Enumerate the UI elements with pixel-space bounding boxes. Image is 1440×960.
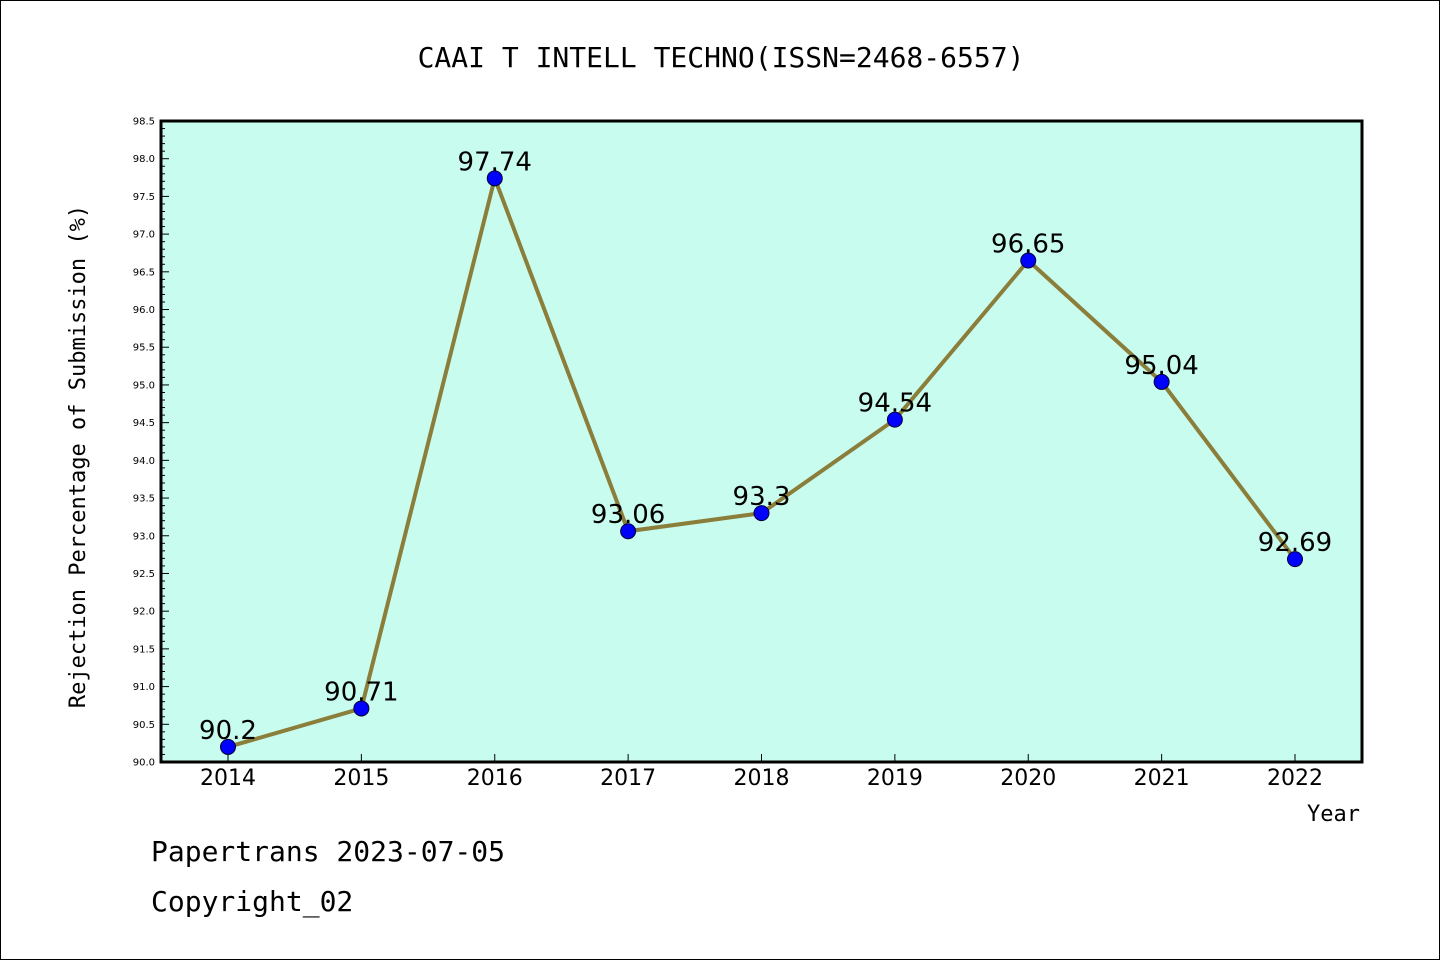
y-tick-label: 97.5 xyxy=(133,192,155,203)
y-tick-label: 94.5 xyxy=(133,418,155,429)
x-axis: 2014 2015 2016 2017 2018 2019 2020 2021 2022 xyxy=(200,754,1323,791)
data-label: 93.06 xyxy=(591,500,665,530)
y-tick-label: 97.0 xyxy=(133,230,155,241)
chart-title: CAAI T INTELL TECHNO(ISSN=2468-6557) xyxy=(418,41,1025,74)
y-tick-label: 91.0 xyxy=(133,682,155,693)
x-tick-label: 2020 xyxy=(1000,766,1056,791)
x-tick-label: 2021 xyxy=(1134,766,1190,791)
y-tick-label: 93.5 xyxy=(133,494,155,505)
y-tick-label: 96.5 xyxy=(133,267,155,278)
y-tick-label: 96.0 xyxy=(133,305,155,316)
data-point xyxy=(753,505,770,522)
x-tick-label: 2019 xyxy=(867,766,923,791)
y-tick-label: 98.0 xyxy=(133,154,155,165)
data-point xyxy=(220,738,236,755)
data-label: 96.65 xyxy=(991,230,1065,260)
data-label: 93.3 xyxy=(733,482,791,512)
y-tick-label: 95.0 xyxy=(133,380,155,391)
data-point xyxy=(1287,551,1303,568)
x-tick-label: 2018 xyxy=(734,766,790,791)
data-label: 90.2 xyxy=(199,716,257,746)
data-label: 97.74 xyxy=(458,147,532,177)
series-group: 90.2 90.71 97.74 93.06 93.3 94.54 96.65 95.04 92… xyxy=(199,147,1332,755)
data-label: 94.54 xyxy=(858,389,932,419)
y-tick-label: 92.5 xyxy=(133,569,155,580)
y-tick-label: 94.0 xyxy=(133,456,155,467)
data-point xyxy=(1020,252,1037,269)
x-tick-label: 2015 xyxy=(333,766,389,791)
data-label: 95.04 xyxy=(1124,351,1198,381)
y-axis-label: Rejection Percentage of Submission (%) xyxy=(66,205,91,708)
y-tick-label: 90.5 xyxy=(133,720,155,731)
data-point xyxy=(886,411,903,428)
data-label: 92.69 xyxy=(1258,528,1332,558)
y-tick-label: 98.5 xyxy=(133,117,155,128)
data-label: 90.71 xyxy=(324,677,398,707)
data-point xyxy=(486,170,503,187)
footer-copyright-text: Copyright_02 xyxy=(151,885,354,918)
y-tick-label: 95.5 xyxy=(133,343,155,354)
y-tick-label: 93.0 xyxy=(133,531,155,542)
y-tick-label: 90.0 xyxy=(133,758,155,769)
footer-date-text: Papertrans 2023-07-05 xyxy=(151,835,506,868)
x-tick-label: 2017 xyxy=(600,766,656,791)
x-tick-label: 2022 xyxy=(1267,766,1323,791)
y-tick-label: 92.0 xyxy=(133,607,155,618)
x-tick-label: 2016 xyxy=(467,766,523,791)
y-axis: 90.0 90.5 91.0 91.5 92.0 92.5 93.0 93.5 94.0 94.5… xyxy=(133,117,169,769)
data-point xyxy=(620,523,637,540)
data-point xyxy=(353,700,370,717)
data-point xyxy=(1153,373,1170,390)
y-tick-label: 91.5 xyxy=(133,644,155,655)
x-tick-label: 2014 xyxy=(200,766,256,791)
plot-area xyxy=(159,119,1364,764)
x-axis-label: Year xyxy=(1307,802,1360,827)
